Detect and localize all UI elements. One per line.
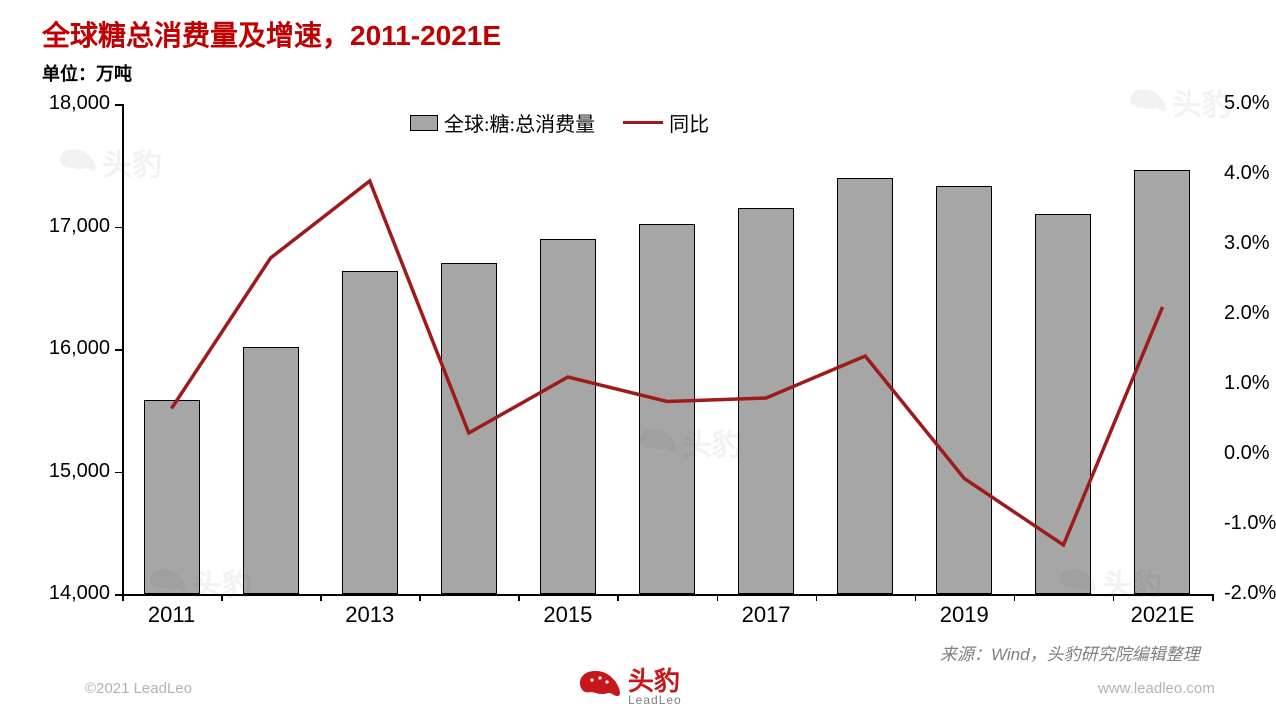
y-left-tick-label: 18,000 <box>49 92 110 115</box>
axis-line <box>221 594 223 601</box>
y-right-tick-label: 1.0% <box>1224 372 1270 395</box>
axis-line <box>115 349 122 351</box>
brand-logo: 头豹LeadLeo <box>580 668 682 706</box>
x-tick-label: 2017 <box>726 602 806 628</box>
y-right-tick-label: 3.0% <box>1224 232 1270 255</box>
axis-line <box>518 594 520 601</box>
leopard-icon <box>580 670 620 704</box>
axis-line <box>915 594 917 601</box>
axis-line <box>419 594 421 601</box>
footer-url: www.leadleo.com <box>1098 680 1215 697</box>
axis-line <box>320 594 322 601</box>
axis-line <box>1212 594 1214 601</box>
line-series <box>122 104 1212 594</box>
axis-line <box>717 594 719 601</box>
axis-line <box>115 594 122 596</box>
x-tick-label: 2013 <box>330 602 410 628</box>
axis-line <box>115 104 122 106</box>
logo-brand-cn: 头豹 <box>628 668 682 694</box>
x-tick-label: 2015 <box>528 602 608 628</box>
logo-brand-en: LeadLeo <box>628 694 682 706</box>
axis-line <box>115 472 122 474</box>
axis-line <box>816 594 818 601</box>
y-right-tick-label: 5.0% <box>1224 92 1270 115</box>
x-tick-label: 2019 <box>924 602 1004 628</box>
y-right-tick-label: 4.0% <box>1224 162 1270 185</box>
axis-line <box>1014 594 1016 601</box>
y-left-tick-label: 15,000 <box>49 460 110 483</box>
x-tick-label: 2021E <box>1122 602 1202 628</box>
y-right-tick-label: 0.0% <box>1224 442 1270 465</box>
axis-line <box>115 227 122 229</box>
y-left-tick-label: 17,000 <box>49 215 110 238</box>
y-left-tick-label: 14,000 <box>49 582 110 605</box>
y-right-tick-label: -2.0% <box>1224 582 1276 605</box>
copyright-text: ©2021 LeadLeo <box>85 680 192 697</box>
y-right-tick-label: -1.0% <box>1224 512 1276 535</box>
axis-line <box>122 594 1212 596</box>
chart-area: 全球:糖:总消费量同比 14,00015,00016,00017,00018,0… <box>0 0 1276 717</box>
axis-line <box>1113 594 1115 601</box>
y-left-tick-label: 16,000 <box>49 337 110 360</box>
y-right-tick-label: 2.0% <box>1224 302 1270 325</box>
axis-line <box>617 594 619 601</box>
source-citation: 来源：Wind，头豹研究院编辑整理 <box>940 640 1200 665</box>
axis-line <box>122 594 124 601</box>
x-tick-label: 2011 <box>132 602 212 628</box>
